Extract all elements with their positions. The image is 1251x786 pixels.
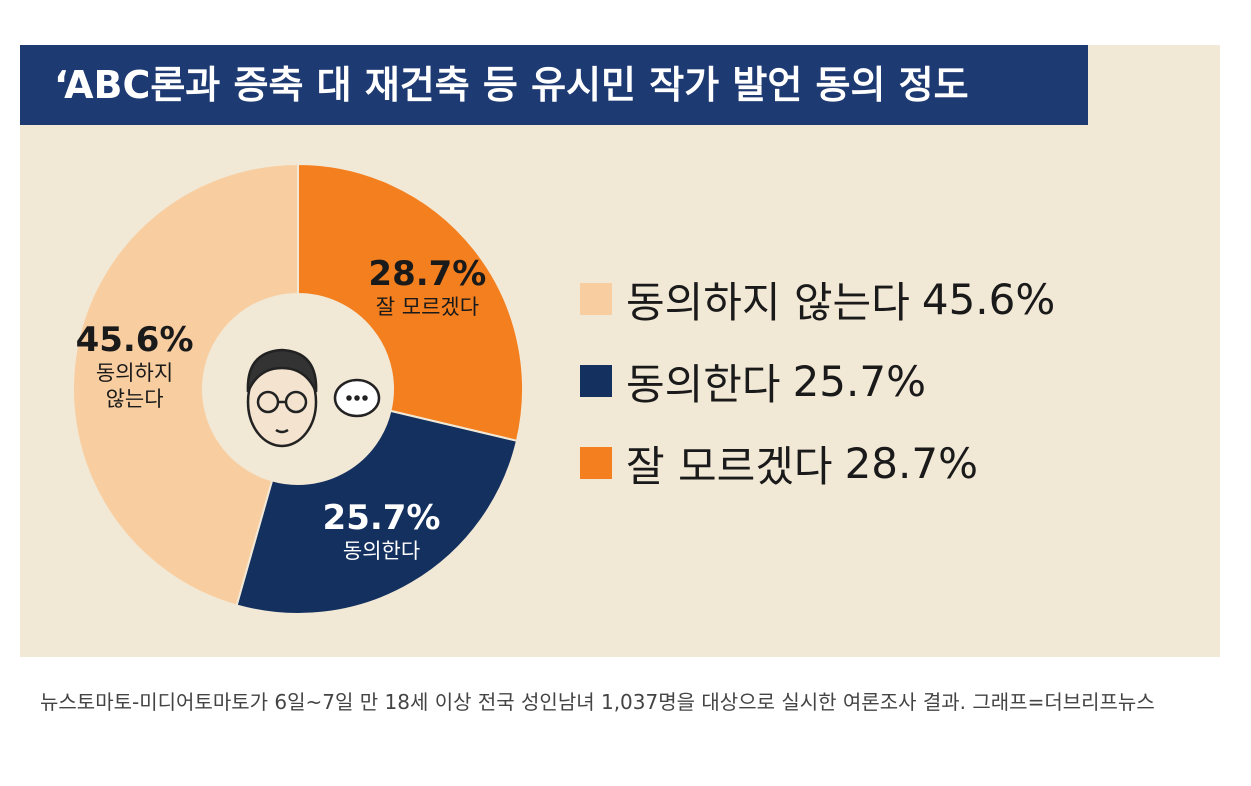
slice-name: 잘 모르겠다 xyxy=(375,294,480,319)
donut-slice xyxy=(72,162,299,607)
legend: 동의하지 않는다 45.6% 동의한다 25.7% 잘 모르겠다 28.7% xyxy=(580,258,1055,504)
slice-name: 동의한다 xyxy=(342,539,421,564)
legend-item: 동의한다 25.7% xyxy=(580,340,1055,422)
caption: 뉴스토마토-미디어토마토가 6일~7일 만 18세 이상 전국 성인남녀 1,0… xyxy=(40,690,1155,714)
legend-swatch xyxy=(580,447,612,479)
legend-item: 잘 모르겠다 28.7% xyxy=(580,422,1055,504)
face-icon xyxy=(246,348,381,448)
legend-value: 25.7% xyxy=(792,356,926,406)
data-label: 25.7% xyxy=(322,498,441,539)
legend-item: 동의하지 않는다 45.6% xyxy=(580,258,1055,340)
legend-label: 동의한다 xyxy=(626,359,781,409)
slice-label: 28.7% 잘 모르겠다 xyxy=(362,254,492,320)
slice-label: 25.7% 동의한다 xyxy=(317,498,447,564)
legend-value: 28.7% xyxy=(844,438,978,488)
legend-swatch xyxy=(580,365,612,397)
donut-slice xyxy=(297,162,524,443)
slice-label: 45.6% 동의하지 않는다 xyxy=(70,320,200,412)
donut-slice xyxy=(235,409,519,615)
chart-title: ‘ABC론과 증축 대 재건축 등 유시민 작가 발언 동의 정도 xyxy=(20,45,1088,125)
legend-label: 잘 모르겠다 xyxy=(626,441,833,491)
data-label: 45.6% xyxy=(75,320,194,361)
legend-value: 45.6% xyxy=(921,274,1056,324)
slice-name: 동의하지 않는다 xyxy=(95,361,174,412)
data-label: 28.7% xyxy=(368,253,487,294)
legend-label: 동의하지 않는다 xyxy=(626,277,910,327)
legend-swatch xyxy=(580,283,612,315)
